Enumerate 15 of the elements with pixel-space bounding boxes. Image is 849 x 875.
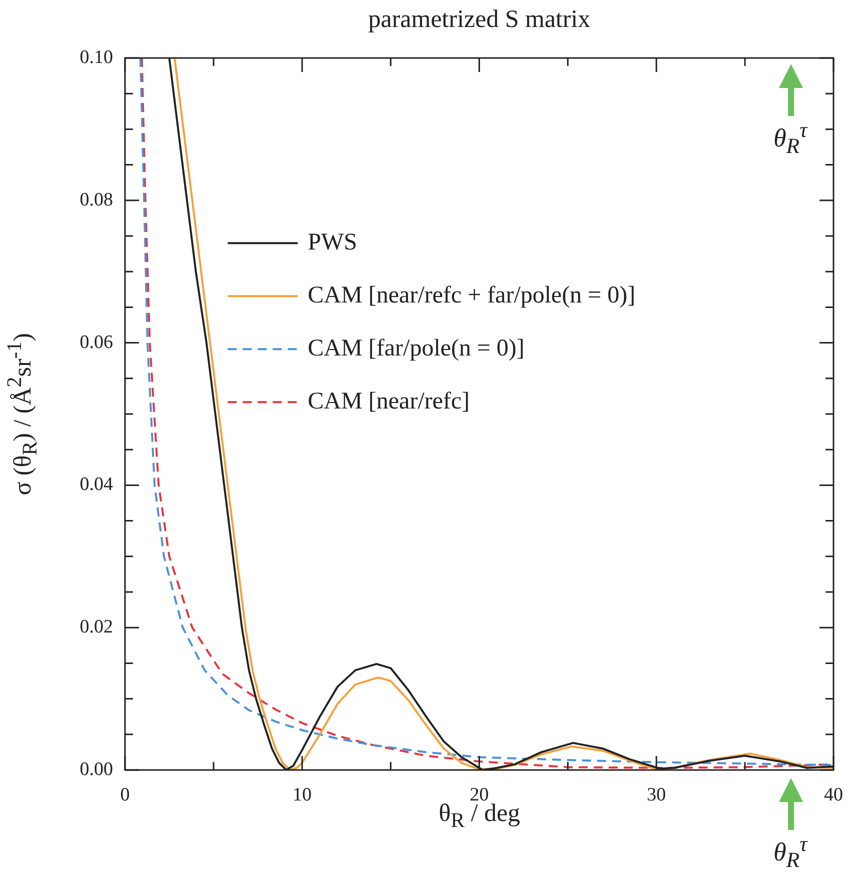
y-tick-label: 0.10 [80,46,113,68]
x-tick-label: 10 [292,784,312,806]
x-tick-label: 0 [120,784,130,806]
y-tick-label: 0.06 [80,332,113,353]
legend-label: PWS [308,229,358,256]
y-tick-label: 0.08 [80,189,113,210]
y-tick-label: 0.00 [80,758,113,780]
legend-label: CAM [near/refc] [308,388,470,414]
chart-title: parametrized S matrix [368,6,590,34]
y-tick-label: 0.04 [80,474,114,496]
x-tick-label: 30 [646,784,666,806]
y-tick-label: 0.02 [80,616,113,638]
legend-label: CAM [near/refc + far/pole(n = 0)] [308,282,636,308]
x-tick-label: 40 [824,784,843,806]
legend-label: CAM [far/pole(n = 0)] [308,335,525,362]
